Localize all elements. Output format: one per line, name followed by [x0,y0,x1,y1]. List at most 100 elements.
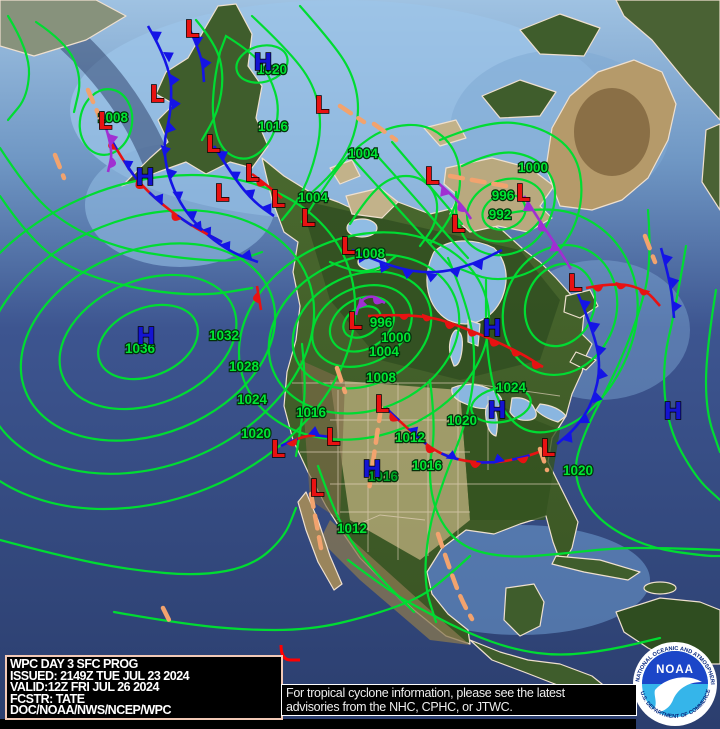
isobar-label: 1036 [125,341,156,356]
gulf-of-mexico-water [390,525,650,635]
fronts-layer [52,25,682,625]
trough-line [366,405,384,493]
isobar-label: 1000 [381,330,411,345]
isobar-label: 1016 [296,405,327,420]
cold-front-pip [229,171,241,182]
ocean-trench-shading [50,19,174,176]
low-pressure-marker: L [150,82,165,108]
isobar [346,558,662,656]
cold-front-pip [472,259,484,271]
cold-front-pip [170,74,180,87]
warm-front [585,281,661,307]
isobar [316,464,416,614]
cold-front-pip [402,269,414,280]
cold-front-line [556,293,601,445]
isobar [19,242,277,442]
occluded-front-pip [373,295,384,305]
occluded-front-line [522,195,573,270]
cold-front-pip [449,267,461,278]
isobar-label: 996 [370,315,393,330]
low-pressure-marker: L [326,425,341,451]
land-arctic-ne-corner [615,0,720,121]
stationary-front-warm-pip [135,179,145,190]
low-pressure-marker: L [245,161,260,187]
high-pressure-marker: H [253,50,272,76]
cold-front-pip [425,272,438,283]
stationary-front-warm-pip [389,412,399,422]
warm-front [253,285,263,311]
registration-mark [279,644,300,662]
trough-front [337,103,367,125]
occluded-front-pip [108,156,117,169]
cold-front-pip [192,35,204,47]
low-pressure-marker: L [301,206,316,232]
warm-front-pip [467,328,479,337]
noaa-logo: NOAA NATIONAL OCEANIC AND ATMOSPHERIC U.… [633,642,717,726]
cold-front-pip [220,240,231,252]
trough-front [52,152,67,181]
trough-front [334,365,348,395]
trough-front [366,405,384,493]
cold-front-pip [160,145,171,157]
occluded-front-pip [107,133,119,146]
isobar [470,386,532,424]
cold-front-pip [669,276,680,289]
stationary-front-cold-pip [445,450,458,460]
isobar [370,148,470,260]
isobar [342,305,382,339]
isobar-label: 1012 [395,430,425,445]
cold-front-line [212,145,275,218]
low-pressure-marker: L [375,392,390,418]
cold-front [188,29,212,83]
cold-front-pip [379,262,391,273]
stationary-front-line-alt [385,407,547,464]
isobar-label: 996 [492,188,515,203]
cold-front [556,293,609,445]
trough-line [447,173,509,189]
isobar [0,146,264,262]
land-yucatan [503,583,545,637]
high-pressure-marker: H [487,398,506,424]
cold-front-pip [244,189,256,200]
isobar [574,208,720,558]
isobar-label: 1000 [518,160,548,175]
warm-front-line [255,285,263,311]
occluded-front-line [436,181,473,220]
trough-line [52,152,67,181]
info-line-title: WPC DAY 3 SFC PROG [10,657,138,671]
cold-front [351,248,503,283]
water-lake-erie-ontario [535,403,567,423]
low-pressure-marker: L [451,212,466,238]
warm-front-pip [591,284,604,292]
land-plains-shade [330,380,470,560]
isobar [34,20,81,114]
stationary-front-warm-pip [425,444,436,454]
cold-front-pip [186,211,198,222]
trough-line [435,531,475,622]
occluded-front [354,295,386,316]
cold-front-pip [172,191,184,202]
occluded-front-pip [549,241,561,252]
isobar-label: 1012 [337,521,367,536]
warm-front-line [251,172,283,199]
noaa-seagull-icon [651,677,702,713]
low-pressure-marker: L [425,164,440,190]
warm-front-pip [397,313,410,320]
warm-front-pip [256,177,267,187]
trough-front [537,446,550,473]
isobar [267,253,461,415]
warm-front-pip [615,281,628,290]
isobar-label: 1016 [412,458,443,473]
isobar-label: 1020 [241,426,271,441]
cold-front-pip [597,368,609,380]
isobar [78,88,134,156]
land [0,0,720,701]
info-line-agency: DOC/NOAA/NWS/NCEP/WPC [10,703,172,718]
trough-line [337,103,367,125]
trough-line [642,233,658,265]
stationary-front-cold-pip [493,453,506,464]
low-pressure-marker: L [315,93,330,119]
land-chukotka [0,0,127,57]
isobar-label: 1020 [257,62,287,77]
